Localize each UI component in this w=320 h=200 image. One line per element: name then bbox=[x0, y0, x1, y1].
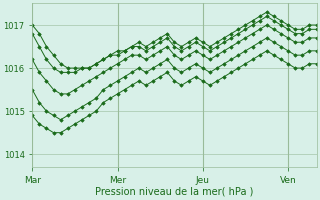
X-axis label: Pression niveau de la mer( hPa ): Pression niveau de la mer( hPa ) bbox=[95, 187, 253, 197]
